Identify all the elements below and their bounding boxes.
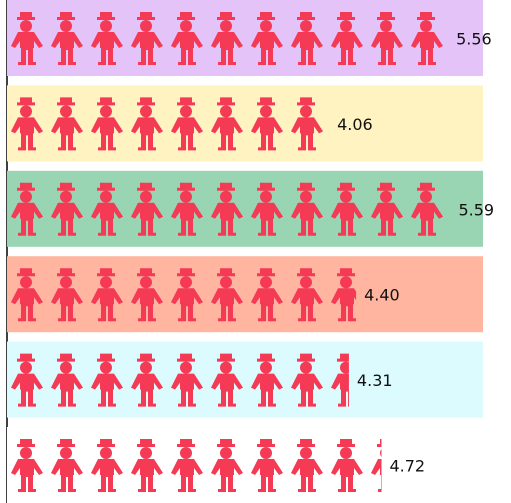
value-label: 4.40	[364, 286, 400, 305]
person-icon	[211, 268, 243, 322]
row-background	[7, 427, 483, 503]
pictogram-bar	[11, 97, 323, 151]
person-icon	[291, 439, 323, 492]
value-label: 4.31	[357, 371, 393, 390]
row-background	[7, 170, 483, 247]
person-icon	[131, 12, 163, 65]
person-icon	[11, 97, 43, 151]
person-icon	[131, 268, 163, 322]
person-icon	[371, 12, 403, 65]
person-icon	[211, 353, 243, 407]
person-icon	[331, 439, 363, 492]
person-icon	[91, 12, 123, 65]
person-icon	[131, 97, 163, 151]
person-icon	[11, 268, 43, 322]
pictogram-bar	[11, 12, 443, 65]
person-icon	[171, 12, 203, 65]
value-label: 4.72	[389, 457, 425, 476]
person-icon	[171, 182, 203, 236]
person-icon	[211, 12, 243, 65]
person-icon	[291, 353, 323, 407]
person-icon	[251, 268, 283, 322]
person-icon	[131, 439, 163, 492]
person-icon	[331, 268, 357, 322]
person-icon	[251, 97, 283, 151]
person-icon	[131, 353, 163, 407]
person-icon	[11, 182, 43, 236]
person-icon	[11, 353, 43, 407]
pictogram-bar	[11, 268, 357, 322]
person-icon	[371, 439, 382, 492]
person-icon	[171, 97, 203, 151]
person-icon	[251, 12, 283, 65]
person-icon	[331, 353, 349, 407]
person-icon	[91, 182, 123, 236]
person-icon	[211, 439, 243, 492]
person-icon	[91, 439, 123, 492]
person-icon	[11, 439, 43, 492]
person-icon	[251, 439, 283, 492]
person-icon	[211, 97, 243, 151]
person-icon	[291, 268, 323, 322]
person-icon	[411, 12, 443, 65]
row-background	[7, 0, 483, 76]
value-label: 5.59	[458, 200, 494, 219]
row-background	[7, 341, 483, 418]
person-icon	[91, 353, 123, 407]
person-icon	[51, 182, 83, 236]
person-icon	[291, 182, 323, 236]
person-icon	[251, 182, 283, 236]
person-icon	[91, 268, 123, 322]
person-icon	[251, 353, 283, 407]
person-icon	[171, 268, 203, 322]
person-icon	[131, 182, 163, 236]
person-icon	[331, 12, 363, 65]
pictogram-bar	[11, 439, 382, 492]
person-icon	[51, 97, 83, 151]
person-icon	[291, 97, 323, 151]
value-label: 5.56	[456, 30, 492, 49]
person-icon	[331, 182, 363, 236]
value-label: 4.06	[337, 115, 373, 134]
person-icon	[171, 353, 203, 407]
person-icon	[171, 439, 203, 492]
person-icon	[411, 182, 443, 236]
pictogram-bar	[11, 353, 349, 407]
person-icon	[11, 12, 43, 65]
row-background	[7, 85, 483, 162]
person-icon	[51, 353, 83, 407]
person-icon	[51, 439, 83, 492]
row-background	[7, 256, 483, 333]
person-icon	[51, 268, 83, 322]
person-icon	[91, 97, 123, 151]
person-icon	[51, 12, 83, 65]
person-icon	[211, 182, 243, 236]
person-icon	[291, 12, 323, 65]
person-icon	[371, 182, 403, 236]
pictogram-bar	[11, 182, 443, 236]
